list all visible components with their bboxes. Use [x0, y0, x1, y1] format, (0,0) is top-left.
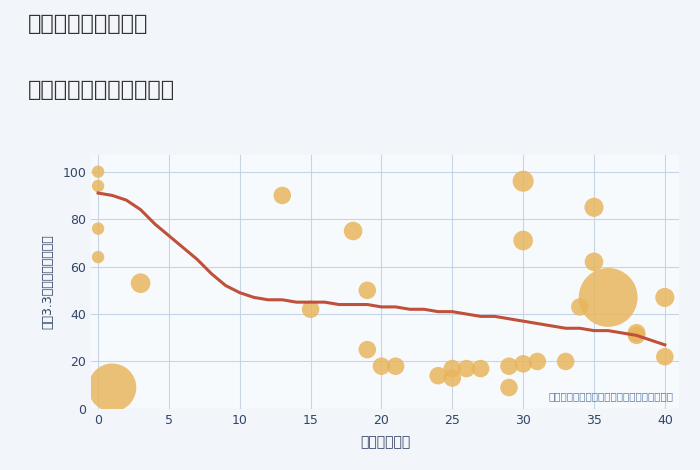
Point — [447, 374, 458, 382]
Point — [631, 329, 642, 337]
Point — [376, 362, 387, 370]
Point — [92, 253, 104, 261]
Point — [362, 287, 373, 294]
Point — [659, 294, 671, 301]
Text: 福岡県宮若市金生の: 福岡県宮若市金生の — [28, 14, 148, 34]
Point — [560, 358, 571, 365]
Point — [532, 358, 543, 365]
Point — [589, 204, 600, 211]
Point — [574, 303, 585, 311]
Point — [447, 365, 458, 372]
Text: 円の大きさは、取引のあった物件面積を示す: 円の大きさは、取引のあった物件面積を示す — [548, 392, 673, 401]
Y-axis label: 坪（3.3㎡）単価（万円）: 坪（3.3㎡）単価（万円） — [41, 235, 54, 329]
Point — [347, 227, 358, 235]
Point — [517, 360, 528, 368]
Point — [517, 237, 528, 244]
Point — [517, 178, 528, 185]
Point — [106, 384, 118, 392]
Point — [503, 362, 514, 370]
X-axis label: 築年数（年）: 築年数（年） — [360, 435, 410, 449]
Point — [603, 294, 614, 301]
Point — [92, 182, 104, 190]
Point — [362, 346, 373, 353]
Point — [433, 372, 444, 379]
Text: 築年数別中古戸建て価格: 築年数別中古戸建て価格 — [28, 80, 175, 100]
Point — [92, 225, 104, 232]
Point — [390, 362, 401, 370]
Point — [589, 258, 600, 266]
Point — [503, 384, 514, 392]
Point — [475, 365, 486, 372]
Point — [631, 332, 642, 339]
Point — [92, 168, 104, 175]
Point — [461, 365, 472, 372]
Point — [276, 192, 288, 199]
Point — [305, 306, 316, 313]
Point — [659, 353, 671, 360]
Point — [135, 280, 146, 287]
